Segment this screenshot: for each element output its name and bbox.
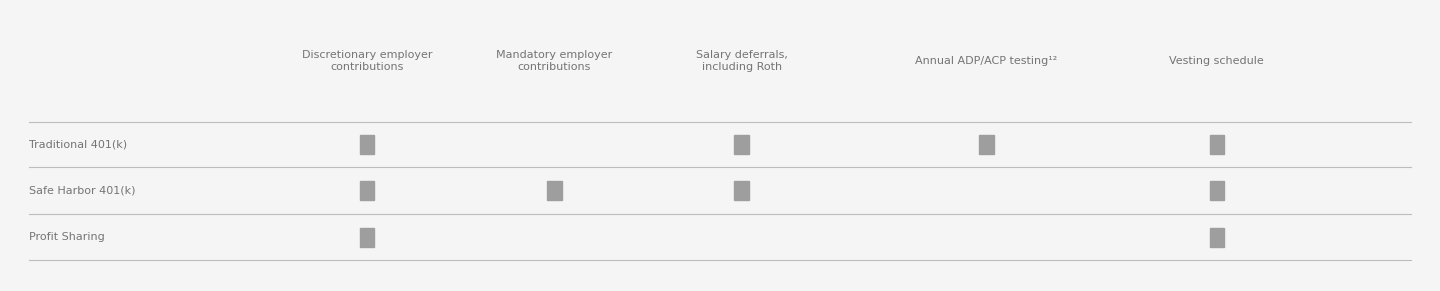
Bar [1210, 134, 1224, 154]
Bar [734, 181, 749, 200]
Bar [1210, 181, 1224, 200]
Text: Salary deferrals,
including Roth: Salary deferrals, including Roth [696, 50, 788, 72]
Bar [547, 181, 562, 200]
Bar [360, 181, 374, 200]
Text: Discretionary employer
contributions: Discretionary employer contributions [302, 50, 432, 72]
Text: Annual ADP/ACP testing¹²: Annual ADP/ACP testing¹² [916, 56, 1057, 66]
Bar [979, 134, 994, 154]
Bar [1210, 228, 1224, 247]
Bar [360, 134, 374, 154]
Text: Mandatory employer
contributions: Mandatory employer contributions [497, 50, 612, 72]
Text: Profit Sharing: Profit Sharing [29, 232, 105, 242]
Text: Vesting schedule: Vesting schedule [1169, 56, 1264, 66]
Bar [360, 228, 374, 247]
Text: Safe Harbor 401(k): Safe Harbor 401(k) [29, 186, 135, 196]
Bar [734, 134, 749, 154]
Text: Traditional 401(k): Traditional 401(k) [29, 139, 127, 149]
